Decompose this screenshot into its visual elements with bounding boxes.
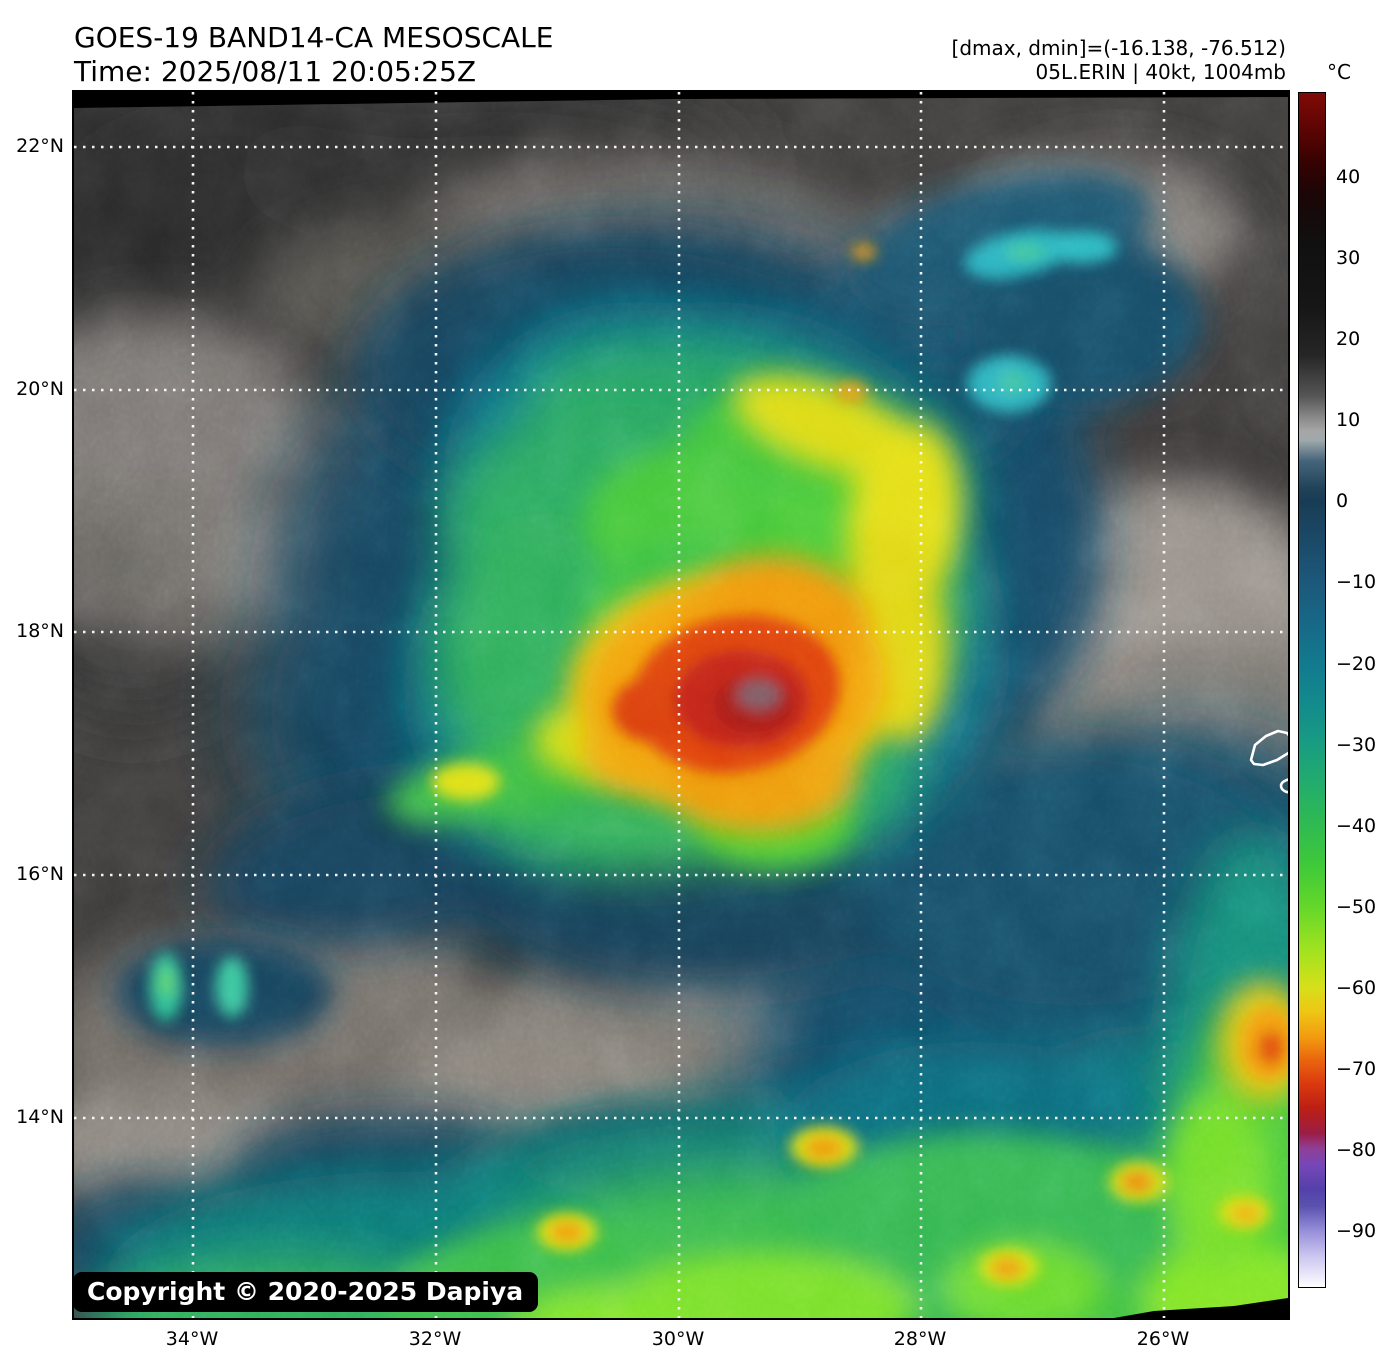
timestamp-label: Time: 2025/08/11 20:05:25Z — [74, 55, 477, 88]
colorbar-tick-m50: −50 — [1336, 896, 1377, 918]
colorbar-tick-30: 30 — [1336, 247, 1361, 269]
colorbar-tick-m60: −60 — [1336, 977, 1377, 999]
pixel-grain-overlay — [74, 92, 1288, 1318]
satellite-scene — [74, 92, 1288, 1318]
colorbar-tick-m70: −70 — [1336, 1058, 1377, 1080]
satellite-map — [72, 90, 1290, 1320]
colorbar-tick-m90: −90 — [1336, 1220, 1377, 1242]
storm-info-label: 05L.ERIN | 40kt, 1004mb — [1035, 60, 1286, 84]
graticule-gridlines — [74, 92, 1288, 1318]
colorbar-tick-10: 10 — [1336, 409, 1361, 431]
lat-label-18n: 18°N — [16, 620, 64, 642]
colorbar-tick-20: 20 — [1336, 328, 1361, 350]
lon-label-28w: 28°W — [893, 1328, 947, 1350]
lat-label-22n: 22°N — [16, 135, 64, 157]
lat-label-14n: 14°N — [16, 1106, 64, 1128]
lon-label-30w: 30°W — [651, 1328, 705, 1350]
lon-label-34w: 34°W — [165, 1328, 219, 1350]
page-title: GOES-19 BAND14-CA MESOSCALE — [74, 21, 554, 54]
colorbar-tick-m40: −40 — [1336, 815, 1377, 837]
colorbar-tick-m20: −20 — [1336, 653, 1377, 675]
colorbar — [1298, 92, 1326, 1288]
sector-edge-top — [74, 92, 1288, 108]
lon-label-26w: 26°W — [1136, 1328, 1190, 1350]
lon-label-32w: 32°W — [408, 1328, 462, 1350]
copyright-badge: Copyright © 2020-2025 Dapiya — [73, 1272, 539, 1312]
lat-label-16n: 16°N — [16, 863, 64, 885]
dmax-dmin-label: [dmax, dmin]=(-16.138, -76.512) — [951, 36, 1286, 60]
colorbar-tick-m80: −80 — [1336, 1139, 1377, 1161]
colorbar-tick-m10: −10 — [1336, 571, 1377, 593]
colorbar-tick-40: 40 — [1336, 166, 1361, 188]
colorbar-tick-0: 0 — [1336, 490, 1349, 512]
colorbar-tick-m30: −30 — [1336, 734, 1377, 756]
sector-edge-bottom-right — [1114, 1298, 1288, 1318]
colorbar-unit-label: °C — [1327, 60, 1351, 84]
lat-label-20n: 20°N — [16, 378, 64, 400]
island-coastline-outline — [1249, 729, 1288, 794]
